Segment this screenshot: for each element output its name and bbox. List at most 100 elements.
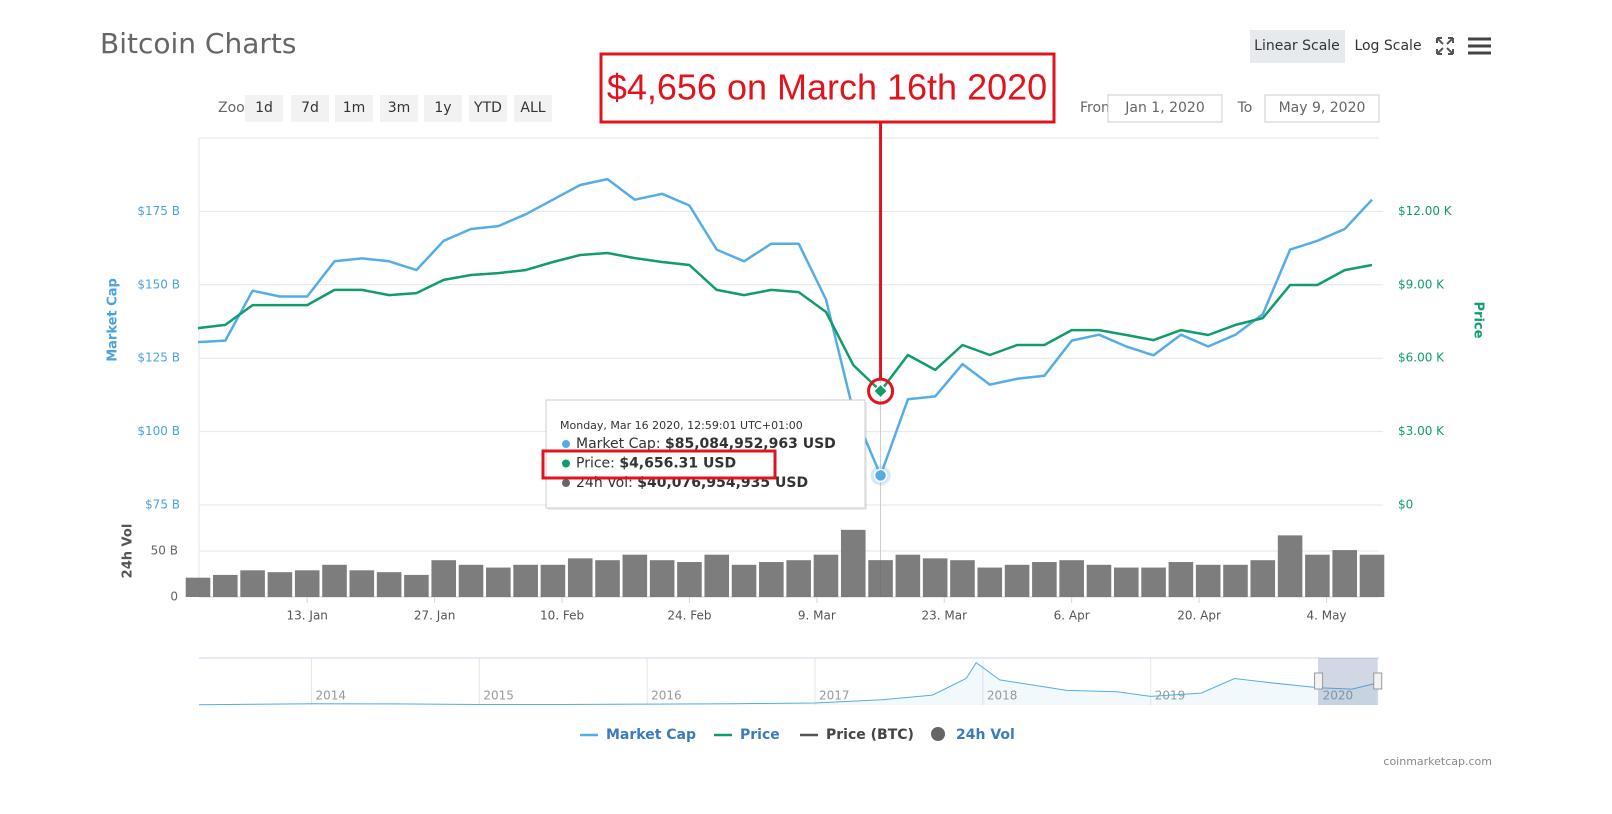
volume-bar xyxy=(595,560,620,597)
volume-bar xyxy=(458,564,484,597)
tooltip-dot xyxy=(562,440,570,448)
y2-tick-label: $12.00 K xyxy=(1398,204,1453,218)
hover-point xyxy=(872,383,889,400)
hover-point xyxy=(873,468,888,483)
zoom-button[interactable]: 1d xyxy=(255,100,273,116)
zoom-button[interactable]: YTD xyxy=(473,100,502,116)
volume-bar xyxy=(322,564,347,597)
zoom-button[interactable]: 3m xyxy=(388,100,411,116)
menu-icon[interactable] xyxy=(1468,37,1491,55)
zoom-button-bg[interactable] xyxy=(335,95,373,122)
legend-label[interactable]: Price xyxy=(740,727,780,743)
volume-bar xyxy=(376,572,402,597)
volume-bar xyxy=(1168,562,1194,597)
volume-bar xyxy=(1250,560,1276,597)
volume-bar xyxy=(267,572,293,597)
zoom-button-bg[interactable] xyxy=(245,95,283,122)
y2-tick-label: $0 xyxy=(1398,498,1413,512)
y-tick-label: $125 B xyxy=(137,351,180,365)
x-tick-label: 27. Jan xyxy=(414,609,455,623)
from-input[interactable] xyxy=(1107,94,1223,123)
zoom-button[interactable]: ALL xyxy=(520,100,545,116)
navigator-selection[interactable] xyxy=(1318,658,1378,705)
zoom-button[interactable]: 1m xyxy=(343,100,366,116)
volume-bar xyxy=(185,577,211,597)
scale-button[interactable]: Log Scale xyxy=(1354,38,1421,54)
y2-tick-label: $9.00 K xyxy=(1398,277,1445,291)
x-tick-label: 23. Mar xyxy=(921,609,967,623)
vol-tick-label: 50 B xyxy=(151,544,178,558)
navigator-tick-label: 2020 xyxy=(1323,689,1354,703)
navigator-handle[interactable] xyxy=(1314,672,1324,690)
volume-bar xyxy=(240,570,265,597)
y-tick-label: $150 B xyxy=(137,277,180,291)
annotation-text: $4,656 on March 16th 2020 xyxy=(607,67,1047,108)
navigator-tick-label: 2017 xyxy=(819,689,850,703)
zoom-button-bg[interactable] xyxy=(380,95,418,122)
y-tick-label: $75 B xyxy=(145,498,180,512)
to-input[interactable] xyxy=(1264,94,1380,123)
volume-bar xyxy=(1359,554,1385,597)
scale-button[interactable]: Linear Scale xyxy=(1254,38,1340,54)
y2-tick-label: $3.00 K xyxy=(1398,424,1445,438)
legend-label[interactable]: Price (BTC) xyxy=(826,727,914,743)
zoom-button[interactable]: 1y xyxy=(434,100,451,116)
navigator-line xyxy=(198,661,1380,706)
volume-bar xyxy=(677,562,702,597)
zoom-button-bg[interactable] xyxy=(424,95,462,122)
y2-tick-label: $6.00 K xyxy=(1398,351,1445,365)
volume-bar xyxy=(895,554,921,597)
tooltip-value: $85,084,952,963 USD xyxy=(665,436,836,452)
y2-axis-title: Price xyxy=(1471,302,1486,339)
series-line xyxy=(197,177,1373,477)
volume-bar xyxy=(759,562,784,597)
vol-tick-label: 0 xyxy=(170,590,178,604)
volume-bar xyxy=(513,564,538,597)
to-label: To xyxy=(1237,100,1253,116)
volume-bar xyxy=(431,560,457,597)
scale-button-bg[interactable] xyxy=(1250,30,1345,63)
navigator-tick-label: 2015 xyxy=(483,689,514,703)
tooltip-value: $4,656.31 USD xyxy=(619,456,736,472)
volume-bar xyxy=(540,564,566,597)
to-value[interactable]: May 9, 2020 xyxy=(1279,100,1366,116)
volume-bar xyxy=(1086,564,1112,597)
volume-bar xyxy=(813,554,839,597)
credits[interactable]: coinmarketcap.com xyxy=(1383,755,1492,768)
volume-bar xyxy=(1059,560,1084,597)
legend-symbol[interactable] xyxy=(931,727,945,741)
zoom-button[interactable]: 7d xyxy=(301,100,319,116)
volume-bar xyxy=(786,560,811,597)
from-value[interactable]: Jan 1, 2020 xyxy=(1124,100,1204,116)
volume-bar xyxy=(731,564,757,597)
tooltip-dot xyxy=(562,459,570,468)
volume-bar xyxy=(704,554,730,597)
volume-bar xyxy=(840,529,866,597)
volume-bar xyxy=(294,570,320,597)
volume-bar xyxy=(567,558,593,597)
vol-axis-title: 24h Vol xyxy=(121,524,136,579)
from-label: From xyxy=(1080,100,1115,116)
navigator-area xyxy=(199,662,1379,705)
legend-label[interactable]: Market Cap xyxy=(606,727,696,743)
zoom-button-bg[interactable] xyxy=(469,95,507,122)
tooltip-dot xyxy=(562,479,570,487)
volume-bar xyxy=(349,570,375,597)
volume-bar xyxy=(622,554,648,597)
tooltip-label: Price: xyxy=(576,456,615,472)
zoom-button-bg[interactable] xyxy=(291,95,329,122)
navigator-tick-label: 2016 xyxy=(651,689,682,703)
zoom-button-bg[interactable] xyxy=(514,95,552,122)
x-tick-label: 4. May xyxy=(1306,609,1346,623)
volume-bar xyxy=(922,558,948,597)
navigator-handle[interactable] xyxy=(1373,672,1383,690)
tooltip xyxy=(545,399,866,509)
fullscreen-icon[interactable] xyxy=(1436,37,1454,55)
tooltip-heading: Monday, Mar 16 2020, 12:59:01 UTC+01:00 xyxy=(560,419,803,432)
x-tick-label: 24. Feb xyxy=(667,609,711,623)
navigator-tick-label: 2014 xyxy=(315,689,346,703)
legend-label[interactable]: 24h Vol xyxy=(956,727,1015,743)
x-tick-label: 13. Jan xyxy=(287,609,328,623)
x-tick-label: 10. Feb xyxy=(540,609,584,623)
series-line xyxy=(197,251,1373,393)
